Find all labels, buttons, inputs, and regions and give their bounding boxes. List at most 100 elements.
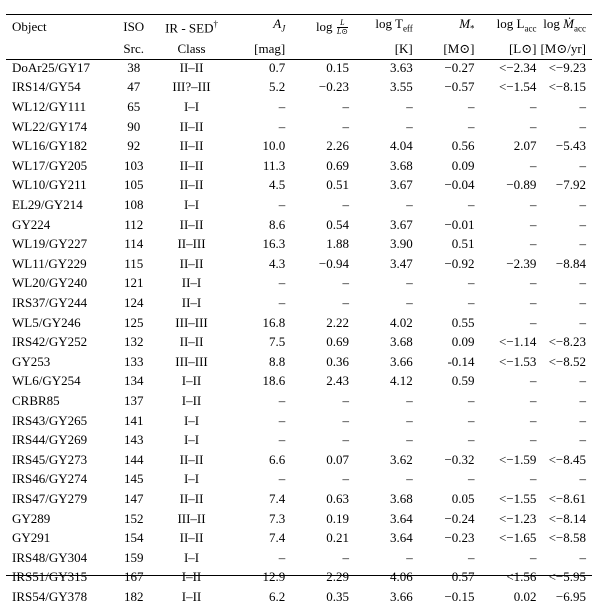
table-cell: I–I [183,412,200,428]
table-cell: 16.3 [262,236,286,252]
table-cell: IRS47/GY279 [12,490,88,506]
table-cell: – [579,412,587,428]
table-cell: 3.62 [390,451,413,467]
table-cell: – [468,99,475,115]
table-cell: 11.3 [262,157,286,173]
table-cell: −0.94 [318,255,349,271]
table-cell: – [468,197,475,213]
table-cell: – [579,275,587,291]
table-cell: – [278,99,286,115]
table-cell: 4.02 [390,314,413,330]
table-cell: IRS51/GY315 [12,569,88,585]
table-cell: 90 [127,118,141,134]
table-cell: WL5/GY246 [12,314,81,330]
table-cell: – [278,295,286,311]
table-cell: 143 [123,432,144,448]
table-cell: 3.66 [390,353,413,369]
table-cell: – [529,392,537,408]
table-cell: 7.5 [268,334,286,350]
unit-lacc: [L⊙] [508,40,537,56]
table-cell: – [406,549,413,565]
table-cell: 6.2 [268,588,286,604]
table-cell: IRS43/GY265 [12,412,88,428]
table-cell: 3.90 [390,236,413,252]
table-cell: – [529,471,537,487]
col-aj: AJ [273,16,286,34]
table-cell: 65 [127,99,141,115]
table-cell: I–I [183,471,200,487]
table-cell: 12.9 [262,569,286,585]
table-row: WL11/GY229 115 II–II 4.3 −0.94 3.47 −0.92 −2.39… [6,254,592,274]
table-cell: – [406,118,413,134]
table-cell: 18.6 [262,373,286,389]
unit-iso: Src. [123,40,144,56]
table-cell: <−1.59 [499,451,537,467]
table-row: IRS43/GY265 141 I–I – – – – – – [6,410,592,430]
table-row: IRS51/GY315 167 I–II 12.9 2.29 4.06 0.57 <1.56 <… [6,567,592,587]
table-cell: – [529,549,537,565]
table-cell: 0.56 [451,138,475,154]
table-cell: – [342,295,349,311]
table-cell: – [529,99,537,115]
table-cell: 2.22 [326,314,349,330]
table-cell: WL11/GY229 [12,255,87,271]
table-cell: 125 [123,314,144,330]
table-cell: IRS44/GY269 [12,432,88,448]
table-cell: −0.89 [506,177,537,193]
table-cell: – [406,197,413,213]
table-cell: – [406,412,413,428]
header-rule [6,59,592,60]
table-cell: 0.35 [326,588,349,604]
table-cell: – [342,99,349,115]
table-cell: <−8.61 [548,490,586,506]
table-cell: −0.92 [444,255,475,271]
table-cell: – [278,471,286,487]
table-row: IRS48/GY304 159 I–I – – – – – – [6,547,592,567]
table-cell: 8.8 [268,353,286,369]
table-cell: II–II [179,490,204,506]
table-cell: I–II [181,569,202,585]
table-cell: 145 [123,471,144,487]
table-cell: <−2.34 [499,59,537,75]
table-cell: <−1.54 [499,79,537,95]
table-cell: 112 [124,216,144,232]
table-cell: II–II [179,334,204,350]
table-cell: – [468,471,475,487]
table-cell: – [579,99,587,115]
col-sed: IR - SED† [165,19,218,36]
col-iso: ISO [123,18,145,34]
table-cell: −0.01 [444,216,475,232]
table-cell: EL29/GY214 [12,197,83,213]
col-log-teff: log Teff [375,16,413,34]
table-cell: 154 [123,530,144,546]
table-cell: 103 [123,157,144,173]
table-cell: 0.57 [451,569,475,585]
table-cell: IRS46/GY274 [12,471,88,487]
table-cell: IRS14/GY54 [12,79,81,95]
table-row: IRS14/GY54 47 III?–III 5.2 −0.23 3.55 −0.57 <−1… [6,77,592,97]
unit-sed: Class [177,40,206,56]
table-cell: – [342,549,349,565]
table-cell: WL20/GY240 [12,275,88,291]
table-cell: – [406,295,413,311]
table-cell: <1.56 [506,569,537,585]
table-cell: 3.67 [390,177,413,193]
table-cell: −0.32 [444,451,475,467]
table-row: EL29/GY214 108 I–I – – – – – – [6,195,592,215]
table-row: GY253 133 III–III 8.8 0.36 3.66 -0.14 <−1.53 <−8… [6,352,592,372]
table-cell: 0.69 [326,334,349,350]
unit-aj: [mag] [254,40,286,56]
table-cell: 3.68 [390,157,413,173]
table-cell: – [529,314,537,330]
table-cell: – [278,275,286,291]
table-cell: 0.51 [451,236,475,252]
unit-object [6,39,116,58]
table-cell: I–II [181,373,202,389]
table-cell: – [342,471,349,487]
table-cell: 10.0 [262,138,286,154]
table-cell: – [342,412,349,428]
table-cell: 0.7 [268,59,286,75]
table-cell: – [468,412,475,428]
table-cell: II–I [181,275,202,291]
